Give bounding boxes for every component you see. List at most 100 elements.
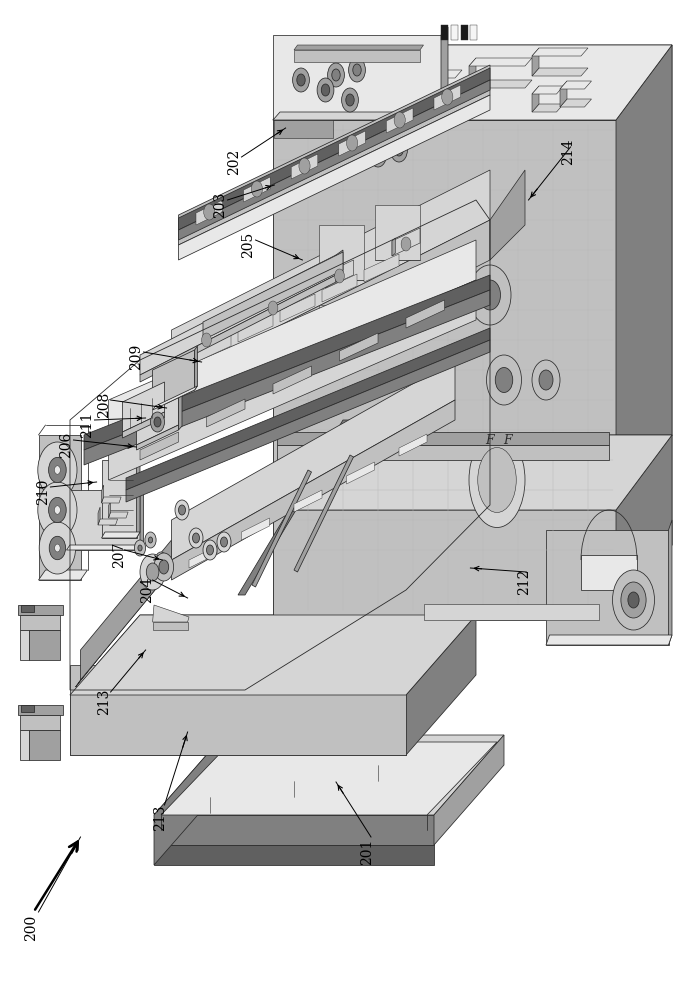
Polygon shape — [38, 570, 88, 580]
Text: 209: 209 — [130, 344, 144, 370]
Circle shape — [328, 63, 344, 87]
Circle shape — [220, 537, 228, 547]
Polygon shape — [406, 615, 476, 755]
Polygon shape — [140, 432, 178, 460]
Circle shape — [49, 536, 66, 560]
Polygon shape — [178, 391, 182, 430]
Polygon shape — [386, 108, 413, 133]
Circle shape — [217, 532, 231, 552]
Polygon shape — [470, 25, 477, 40]
Circle shape — [391, 138, 407, 162]
Polygon shape — [273, 510, 616, 620]
Circle shape — [55, 544, 60, 552]
Text: 206: 206 — [60, 432, 74, 458]
Circle shape — [486, 355, 522, 405]
Polygon shape — [178, 95, 490, 260]
Circle shape — [55, 466, 60, 474]
Circle shape — [321, 84, 330, 96]
Polygon shape — [70, 695, 406, 755]
Polygon shape — [668, 520, 672, 645]
Polygon shape — [461, 25, 468, 40]
Polygon shape — [294, 45, 424, 50]
Circle shape — [134, 540, 146, 556]
Polygon shape — [339, 131, 365, 156]
Polygon shape — [108, 512, 128, 518]
Circle shape — [204, 204, 215, 220]
Polygon shape — [21, 705, 34, 712]
Polygon shape — [196, 200, 223, 225]
Circle shape — [159, 560, 169, 574]
Polygon shape — [172, 220, 490, 420]
Circle shape — [353, 64, 361, 76]
Polygon shape — [154, 845, 434, 865]
Polygon shape — [532, 86, 564, 94]
Polygon shape — [193, 334, 196, 352]
Circle shape — [297, 74, 305, 86]
Text: 210: 210 — [36, 479, 50, 505]
Polygon shape — [102, 532, 140, 538]
Polygon shape — [154, 735, 224, 865]
Polygon shape — [259, 302, 262, 320]
Polygon shape — [340, 333, 378, 361]
Circle shape — [539, 370, 553, 390]
Circle shape — [628, 592, 639, 608]
Polygon shape — [238, 314, 273, 342]
Circle shape — [349, 58, 365, 82]
Circle shape — [496, 367, 512, 392]
Circle shape — [150, 412, 164, 432]
Polygon shape — [346, 462, 374, 484]
Polygon shape — [280, 294, 315, 322]
Circle shape — [138, 545, 142, 551]
Text: 213: 213 — [97, 689, 111, 715]
Polygon shape — [108, 240, 476, 440]
Polygon shape — [136, 395, 178, 445]
Circle shape — [370, 143, 386, 167]
Polygon shape — [469, 58, 476, 88]
Polygon shape — [434, 85, 461, 110]
Polygon shape — [29, 730, 60, 760]
Polygon shape — [98, 519, 118, 525]
Polygon shape — [336, 250, 343, 282]
Polygon shape — [392, 228, 420, 256]
Polygon shape — [161, 742, 497, 815]
Polygon shape — [108, 500, 111, 518]
Text: 214: 214 — [561, 139, 575, 165]
Polygon shape — [294, 455, 354, 572]
Polygon shape — [153, 350, 195, 410]
Polygon shape — [322, 274, 357, 302]
Text: F: F — [503, 434, 512, 446]
Circle shape — [55, 506, 60, 514]
Polygon shape — [273, 120, 616, 510]
Polygon shape — [273, 435, 672, 510]
Polygon shape — [102, 497, 121, 503]
Polygon shape — [140, 255, 336, 375]
Polygon shape — [122, 412, 164, 438]
Polygon shape — [532, 68, 588, 76]
Circle shape — [469, 265, 511, 325]
Polygon shape — [276, 432, 609, 445]
Polygon shape — [326, 270, 329, 288]
Polygon shape — [374, 285, 420, 340]
Polygon shape — [172, 360, 455, 560]
Polygon shape — [406, 300, 445, 328]
Circle shape — [346, 94, 354, 106]
Text: 201: 201 — [360, 839, 374, 865]
Circle shape — [155, 552, 167, 568]
Polygon shape — [98, 507, 100, 525]
Polygon shape — [318, 305, 364, 360]
Polygon shape — [20, 730, 29, 760]
Polygon shape — [318, 225, 364, 280]
Circle shape — [374, 149, 382, 161]
Polygon shape — [193, 324, 220, 352]
Text: 200: 200 — [25, 915, 38, 941]
Polygon shape — [469, 58, 532, 66]
Circle shape — [154, 553, 174, 581]
Polygon shape — [326, 260, 354, 288]
Polygon shape — [241, 518, 270, 540]
Polygon shape — [273, 45, 672, 120]
Polygon shape — [276, 445, 609, 460]
Polygon shape — [18, 605, 63, 615]
Text: F: F — [486, 434, 494, 446]
Polygon shape — [80, 540, 172, 680]
Text: 213: 213 — [153, 805, 167, 831]
